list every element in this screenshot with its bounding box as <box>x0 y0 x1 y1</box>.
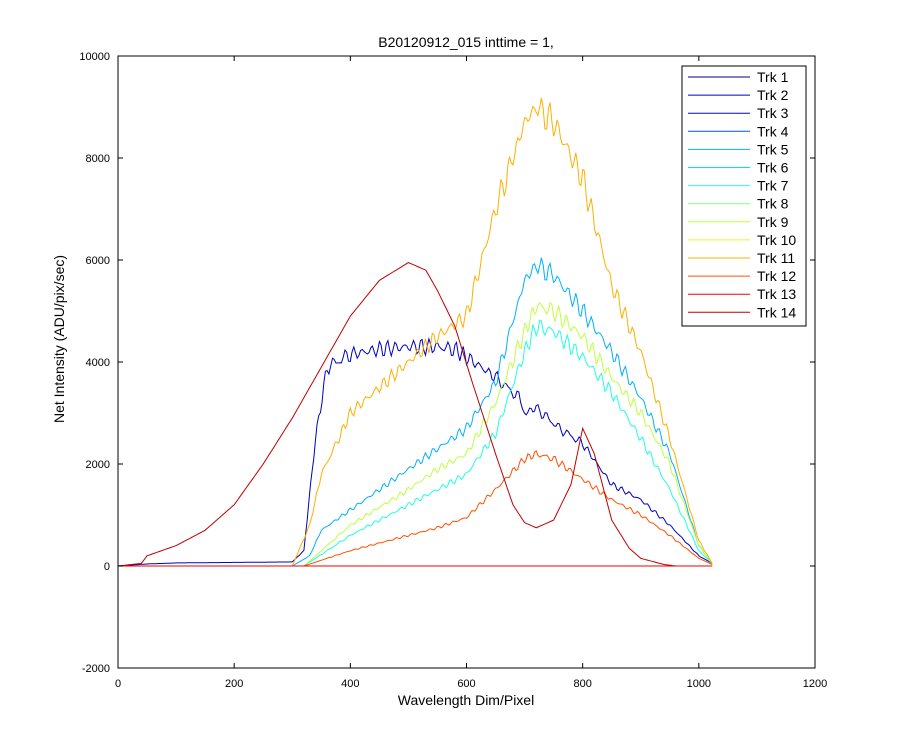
x-axis-ticks: 0 200 400 600 800 1000 1200 <box>115 56 827 690</box>
y-tick-label: 8000 <box>86 153 110 165</box>
x-tick-label: 0 <box>115 678 121 690</box>
legend-label: Trk 11 <box>757 250 795 266</box>
legend-box <box>681 65 807 327</box>
x-tick-label: 600 <box>457 678 475 690</box>
x-tick-label: 800 <box>573 678 591 690</box>
legend-label: Trk 2 <box>757 87 789 103</box>
legend-label: Trk 5 <box>757 141 789 157</box>
legend-label: Trk 7 <box>757 178 789 194</box>
x-tick-label: 1200 <box>803 678 827 690</box>
legend-label: Trk 1 <box>757 69 789 85</box>
legend-label: Trk 6 <box>757 160 789 176</box>
y-tick-label: 0 <box>104 561 110 573</box>
legend-label: Trk 8 <box>757 196 789 212</box>
y-tick-label: 6000 <box>86 255 110 267</box>
legend-label: Trk 4 <box>757 123 789 139</box>
legend: Trk 1 Trk 2 Trk 3 Trk 4 Trk 5 Trk 6 Trk 7 Trk 8… <box>681 65 807 327</box>
legend-label: Trk 13 <box>757 286 796 302</box>
y-tick-label: -2000 <box>82 663 110 675</box>
series-layer <box>117 97 713 567</box>
y-tick-label: 2000 <box>86 459 110 471</box>
series-line <box>117 336 713 567</box>
chart-title: B20120912_015 inttime = 1, <box>378 34 554 50</box>
y-axis-ticks: -2000 0 2000 4000 6000 8000 10000 <box>79 51 815 675</box>
legend-label: Trk 3 <box>757 105 789 121</box>
x-tick-label: 200 <box>225 678 243 690</box>
x-tick-label: 1000 <box>687 678 711 690</box>
y-tick-label: 4000 <box>86 357 110 369</box>
legend-label: Trk 10 <box>757 232 796 248</box>
legend-label: Trk 12 <box>757 268 796 284</box>
y-tick-label: 10000 <box>79 51 110 63</box>
y-axis-label: Net Intensity (ADU/pix/sec) <box>51 255 67 423</box>
x-axis-label: Wavelength Dim/Pixel <box>398 692 534 708</box>
legend-label: Trk 9 <box>757 214 789 230</box>
x-tick-label: 400 <box>341 678 359 690</box>
series-line <box>117 262 676 567</box>
legend-label: Trk 14 <box>757 304 796 320</box>
